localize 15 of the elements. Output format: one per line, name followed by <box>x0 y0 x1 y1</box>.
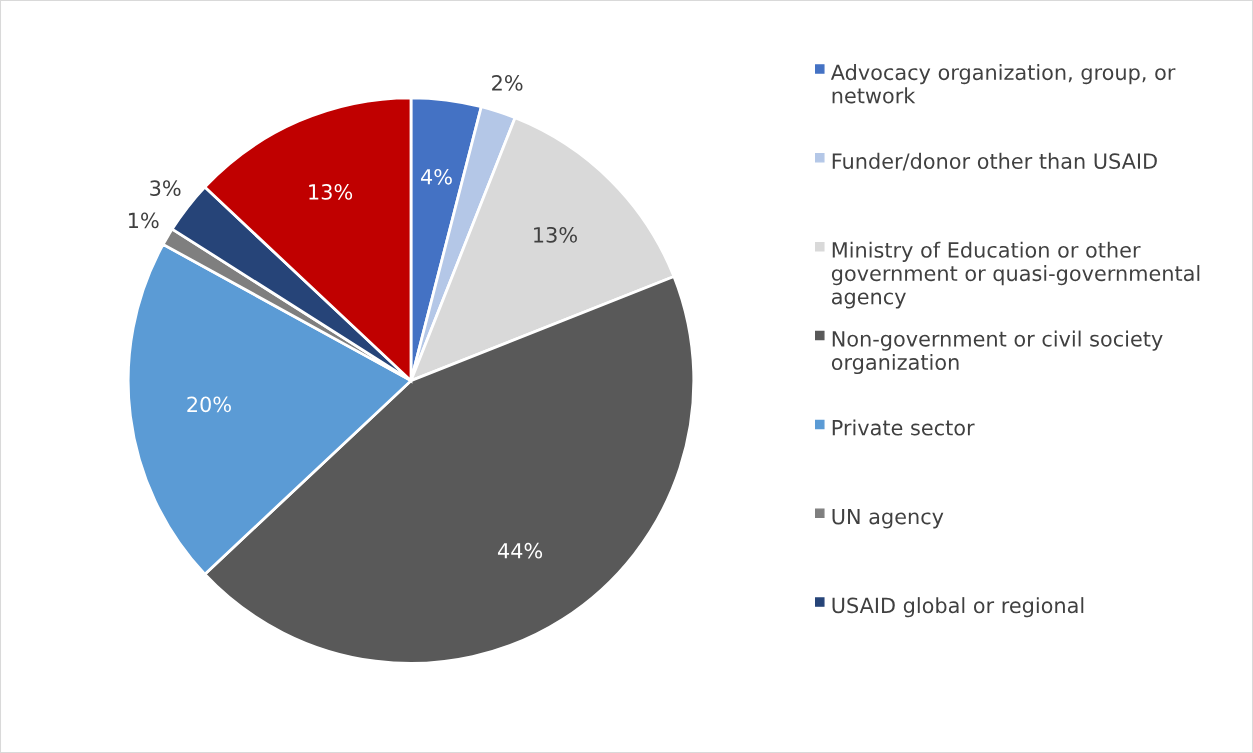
legend-label: Non-government or civil society organization <box>831 330 1163 375</box>
data-label: 13% <box>309 184 353 200</box>
data-label: 2% <box>492 75 523 91</box>
legend-label: USAID global or regional <box>832 597 1084 618</box>
legend-label: UN agency <box>832 508 944 529</box>
legend-label: Advocacy organization, group, or network <box>830 64 1176 104</box>
legend-label: Ministry of Education or other government or quasi-governmental agency <box>831 241 1200 309</box>
data-label: 1% <box>128 212 159 229</box>
data-label: 44% <box>497 542 543 559</box>
legend-label: Funder/donor other than USAID <box>832 152 1157 171</box>
legend-label: Private sector <box>832 419 975 436</box>
data-label: 4% <box>421 168 452 185</box>
data-label: 20% <box>187 396 231 413</box>
data-label: 13% <box>534 226 577 243</box>
data-label: 3% <box>150 180 181 197</box>
